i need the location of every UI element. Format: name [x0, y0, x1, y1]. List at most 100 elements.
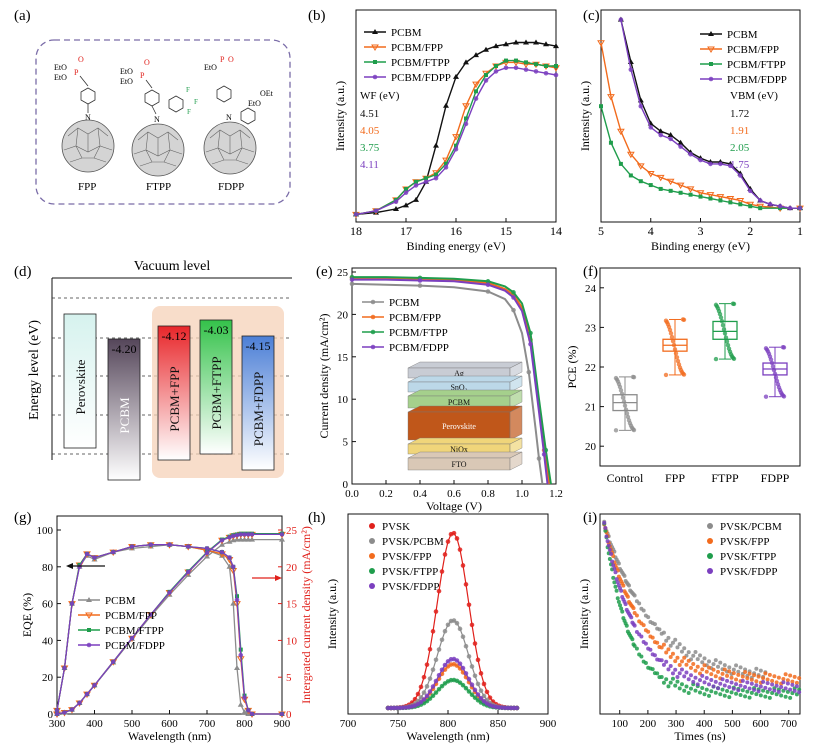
data-point [702, 680, 707, 685]
x-tick-label: 300 [668, 718, 685, 730]
data-point [417, 283, 423, 288]
data-point [666, 667, 671, 672]
chart-g-eqe: 300 400 500 600 700 800 9000204060801000510152… [20, 515, 313, 743]
data-point [747, 695, 752, 700]
data-point [688, 686, 693, 691]
legend-label: PCBM/FDPP [105, 640, 165, 652]
data-point [761, 679, 766, 684]
data-point [763, 685, 768, 690]
data-point [483, 46, 489, 52]
legend-label: PVSK/PCBM [720, 521, 782, 533]
chart-e-jv-curves: 0.0 0.2 0.4 0.6 0.8 1.0 1.2 0 5 10 15 20 25 Ag SnO₂ PCB… [317, 267, 563, 513]
data-point [513, 39, 519, 45]
legend-label: PVSK/FTPP [720, 551, 776, 563]
data-point [602, 520, 607, 525]
data-point [718, 198, 723, 203]
x-tick-label: 14 [550, 224, 562, 238]
data-point [511, 307, 516, 313]
chart-b-ups-cutoff: 18 17 16 15 14 PCBM PCBM/FPP PCBM/FTPP PCBM/FDPP… [333, 9, 562, 253]
data-point [622, 573, 627, 578]
data-point [720, 677, 725, 682]
panel-a-molecules: EtO EtO P O N FPP EtO EtO P O N F F F [35, 39, 291, 205]
data-point [668, 331, 674, 336]
data-point [249, 532, 255, 537]
panel-label-g: (g) [14, 510, 32, 526]
data-point [767, 687, 772, 692]
data-point [436, 686, 442, 692]
layer-top [407, 405, 523, 413]
data-point [393, 205, 399, 211]
data-point [469, 664, 475, 669]
data-point [767, 672, 772, 677]
data-point [463, 59, 469, 65]
cf3-label: F [187, 108, 191, 116]
data-point [599, 104, 603, 109]
data-point [424, 176, 428, 181]
data-point [444, 161, 448, 166]
data-point [716, 669, 721, 674]
energy-box-label: PCBM+FTPP [209, 356, 224, 429]
data-point [758, 668, 763, 673]
y-tick-label: 20 [585, 441, 597, 453]
data-point [655, 671, 660, 676]
data-point [682, 674, 687, 679]
data-point [632, 593, 637, 598]
data-point [436, 588, 442, 594]
data-point [686, 658, 691, 663]
legend-label: PCBM/FTPP [727, 59, 786, 71]
data-point [415, 691, 421, 697]
data-point [672, 347, 678, 352]
x-axis-label: Binding energy (eV) [406, 239, 505, 253]
data-point [442, 662, 448, 668]
data-point [773, 375, 779, 380]
data-point [725, 678, 730, 683]
annotation-value: 4.05 [360, 125, 380, 137]
data-point [453, 146, 459, 152]
data-point [613, 428, 619, 433]
x-tick-label: 17 [400, 224, 412, 238]
x-tick-label: 0.0 [345, 488, 359, 500]
data-point [279, 532, 285, 537]
data-point [667, 132, 674, 138]
data-point [469, 622, 475, 628]
benzene-ring [216, 85, 232, 103]
x-tick-label: 600 [161, 718, 178, 730]
data-point [84, 691, 90, 697]
data-point [676, 182, 685, 190]
data-point [643, 661, 648, 666]
legend-marker [369, 523, 375, 529]
x-tick-label: 1.0 [515, 488, 529, 500]
data-point [617, 128, 625, 136]
data-point [230, 533, 236, 539]
data-point [503, 41, 509, 47]
plot-frame [599, 513, 801, 715]
data-point [664, 638, 669, 643]
data-point [637, 601, 642, 606]
legend-marker [372, 74, 378, 80]
data-point [469, 692, 475, 698]
data-point [749, 690, 754, 695]
data-point [790, 682, 795, 687]
data-point [757, 198, 763, 203]
data-point [403, 190, 409, 195]
data-point [776, 689, 781, 694]
data-point [738, 665, 743, 670]
data-point [677, 671, 682, 676]
data-point [638, 179, 643, 184]
data-point [433, 142, 439, 148]
legend-label: PVSK/FTPP [382, 566, 438, 578]
data-point [743, 685, 748, 690]
data-point [670, 671, 675, 676]
legend-label: PCBM/FTPP [391, 57, 450, 69]
data-point [607, 94, 615, 101]
jv-curve-0 [351, 282, 544, 485]
data-point [553, 43, 559, 49]
data-point [226, 563, 233, 569]
data-point [445, 539, 451, 544]
data-point [734, 682, 739, 687]
legend-label: PCBM [391, 27, 422, 39]
annotation-title: WF (eV) [360, 90, 400, 102]
y-tick-label: 15 [337, 352, 349, 364]
data-point [704, 675, 709, 680]
data-point [686, 677, 691, 682]
